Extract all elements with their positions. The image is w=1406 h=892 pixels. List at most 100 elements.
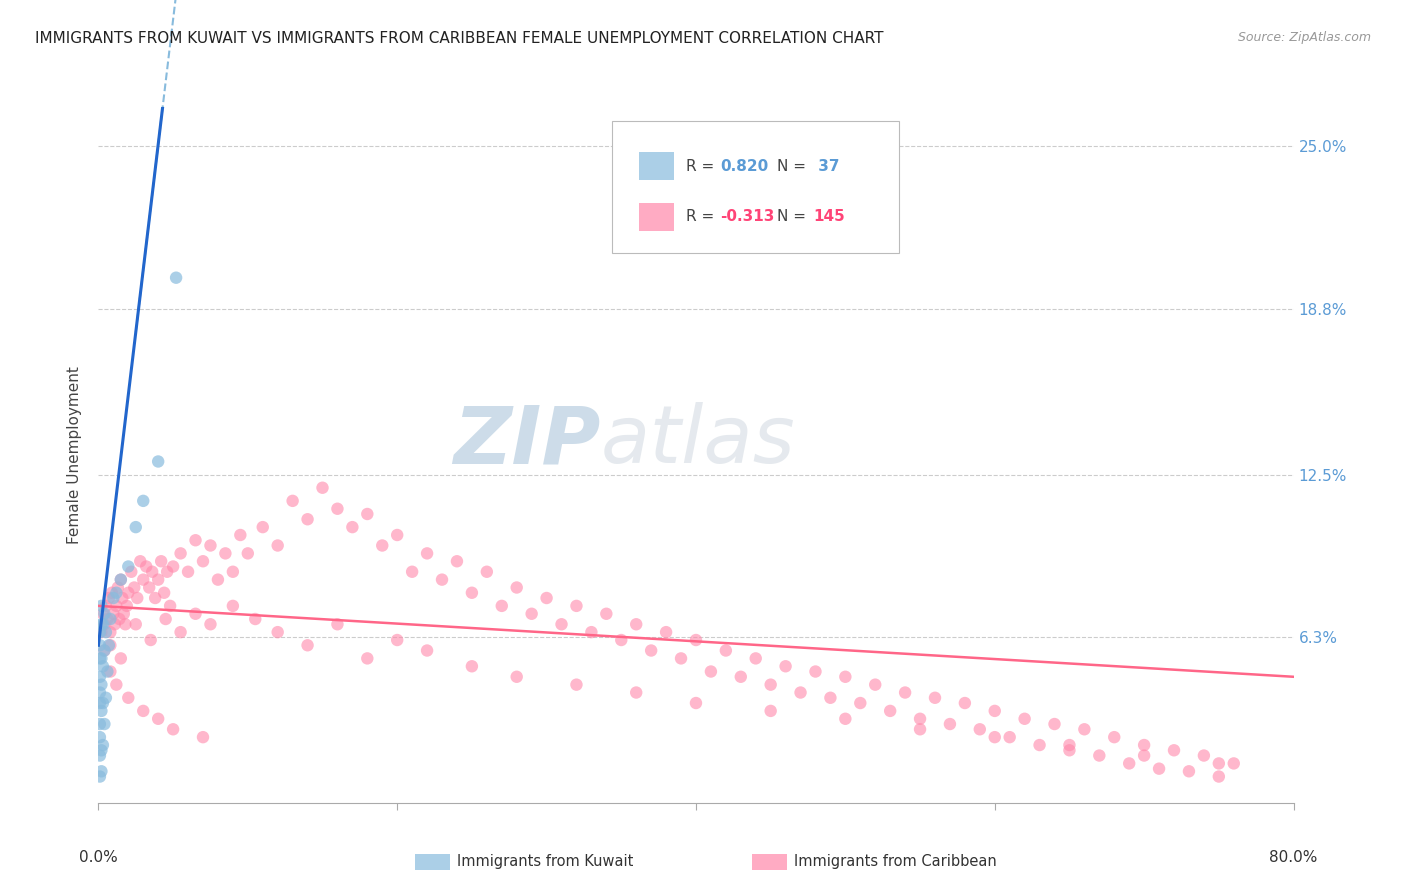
Point [105,678,128,692]
Point [91,738,114,752]
Point [267,539,290,553]
Point [789,685,811,699]
Point [356,651,378,665]
Point [184,533,207,548]
Text: 0.820: 0.820 [720,159,768,174]
Point [908,712,931,726]
Point [139,633,162,648]
Point [714,643,737,657]
Point [124,581,146,595]
Point [1043,717,1066,731]
Point [640,643,662,657]
Point [91,607,114,621]
Text: 80.0%: 80.0% [1270,850,1317,865]
Point [669,651,692,665]
Point [96,612,118,626]
Point [111,591,134,605]
Point [222,599,245,613]
Point [655,625,678,640]
Text: R =: R = [686,159,720,174]
Text: R =: R = [686,210,720,225]
Point [565,678,588,692]
Point [342,520,364,534]
Point [200,617,222,632]
Point [804,665,827,679]
Point [89,638,111,652]
Point [89,730,111,744]
Point [924,690,946,705]
Point [93,617,115,632]
Point [90,764,112,779]
Point [90,678,112,692]
Point [132,494,155,508]
Point [200,539,222,553]
Point [759,704,782,718]
Point [536,591,558,605]
Point [103,591,125,605]
Point [93,607,115,621]
Point [98,638,122,652]
Text: atlas: atlas [600,402,796,480]
Point [461,586,484,600]
Point [107,581,129,595]
Point [117,559,139,574]
Point [90,704,112,718]
Y-axis label: Female Unemployment: Female Unemployment [67,366,83,544]
Point [89,770,111,784]
Point [120,565,142,579]
Bar [638,203,675,231]
Point [879,704,901,718]
Point [385,528,409,542]
Point [114,617,136,632]
Point [506,581,529,595]
Text: Immigrants from Kuwait: Immigrants from Kuwait [457,855,633,869]
Text: IMMIGRANTS FROM KUWAIT VS IMMIGRANTS FROM CARIBBEAN FEMALE UNEMPLOYMENT CORRELAT: IMMIGRANTS FROM KUWAIT VS IMMIGRANTS FRO… [35,31,883,46]
Point [148,573,170,587]
Point [908,723,931,737]
Point [385,633,409,648]
Point [103,607,125,621]
Point [93,643,115,657]
Point [143,591,166,605]
Text: -0.313: -0.313 [720,210,775,225]
Point [416,546,439,560]
Point [236,546,259,560]
Point [834,712,856,726]
Point [222,565,245,579]
Point [1073,723,1095,737]
Point [849,696,872,710]
Point [108,612,131,626]
Point [326,617,349,632]
Point [1178,764,1201,779]
Point [138,581,160,595]
Point [162,559,184,574]
Point [865,678,887,692]
Point [520,607,543,621]
Point [91,696,114,710]
Point [98,625,122,640]
Point [96,665,118,679]
Point [129,554,152,568]
Point [1059,738,1081,752]
Point [969,723,991,737]
Point [90,743,112,757]
Text: Source: ZipAtlas.com: Source: ZipAtlas.com [1237,31,1371,45]
Point [610,633,633,648]
Point [105,599,128,613]
Text: ZIP: ZIP [453,402,600,480]
Point [117,690,139,705]
Point [356,507,378,521]
Point [110,573,132,587]
Point [1208,756,1230,771]
Point [184,607,207,621]
Point [94,625,117,640]
Text: 37: 37 [813,159,839,174]
Point [101,586,124,600]
Point [267,625,290,640]
Point [93,717,115,731]
Point [939,717,962,731]
Point [252,520,274,534]
Point [326,501,349,516]
Text: 145: 145 [813,210,845,225]
Point [894,685,917,699]
